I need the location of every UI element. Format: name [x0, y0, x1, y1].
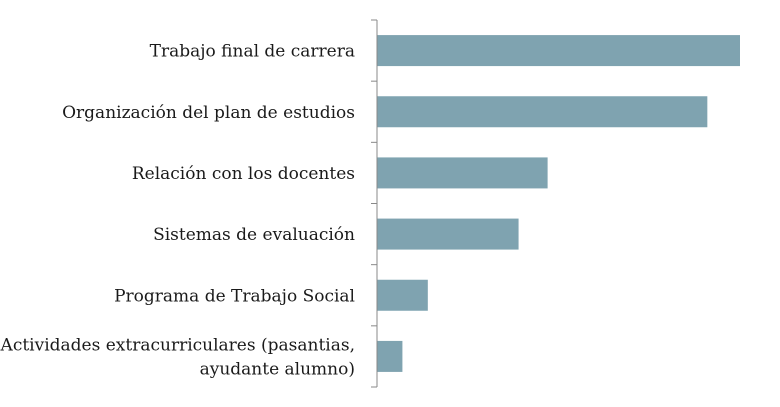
category-label-line: Trabajo final de carrera	[150, 42, 355, 62]
bar-6	[377, 340, 403, 372]
category-label-line: ayudante alumno)	[200, 359, 355, 379]
category-label-5: Programa de Trabajo Social	[114, 286, 355, 306]
bars-group	[377, 35, 740, 372]
category-label-line: Organización del plan de estudios	[62, 103, 355, 123]
category-axis	[371, 19, 378, 388]
bar-5	[377, 279, 428, 311]
category-labels-group: Trabajo final de carrera Organización del…	[0, 42, 355, 380]
category-label-3: Relación con los docentes	[132, 164, 355, 184]
category-label-1: Trabajo final de carrera	[150, 42, 355, 62]
category-label-line: Programa de Trabajo Social	[114, 286, 355, 306]
bar-1	[377, 35, 740, 67]
bar-3	[377, 157, 548, 189]
category-label-line: Actividades extracurriculares (pasantias…	[0, 335, 355, 355]
bar-4	[377, 218, 519, 250]
category-label-line: Relación con los docentes	[132, 164, 355, 184]
bar-2	[377, 96, 708, 128]
category-label-2: Organización del plan de estudios	[62, 103, 355, 123]
category-label-6: Actividades extracurriculares (pasantias…	[0, 335, 355, 379]
category-label-4: Sistemas de evaluación	[153, 225, 355, 245]
category-label-line: Sistemas de evaluación	[153, 225, 355, 245]
